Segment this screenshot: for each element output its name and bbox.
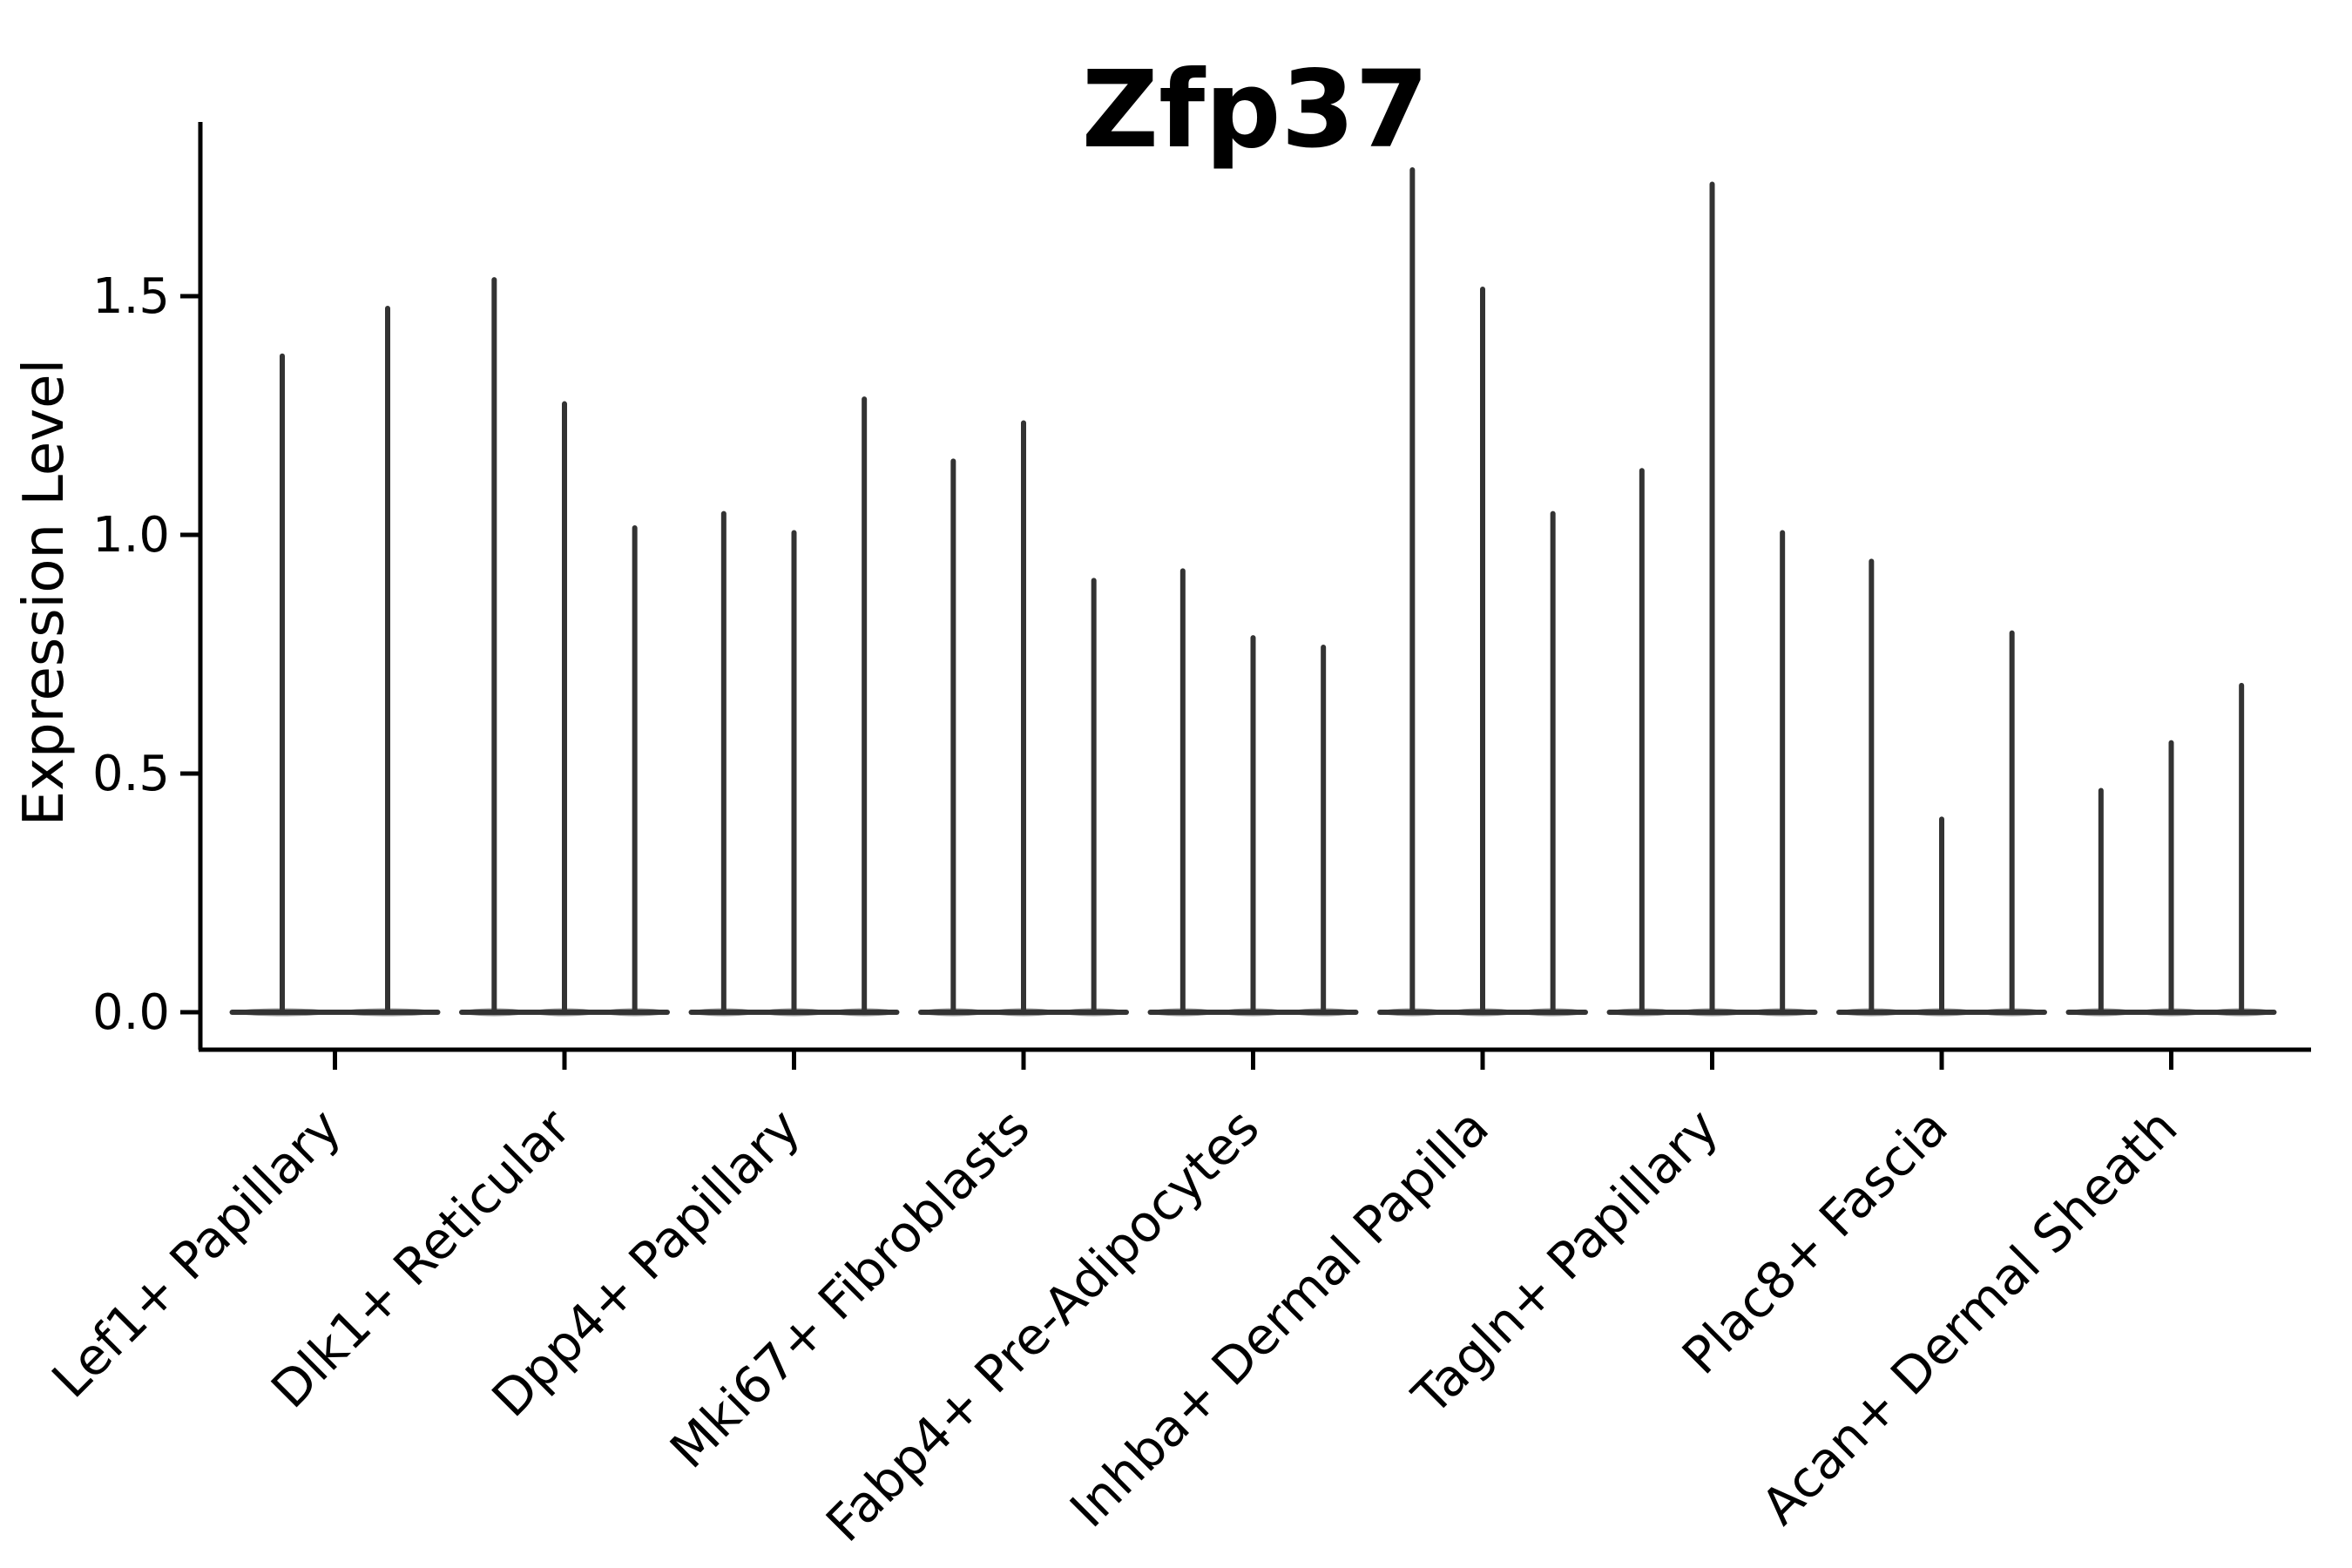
y-tick-label: 0.0 (92, 984, 170, 1041)
x-tick-label: Fabp4+ Pre-Adipocytes (814, 1098, 1270, 1553)
y-tick-label: 1.0 (92, 507, 170, 564)
chart-title: Zfp37 (1082, 48, 1429, 172)
y-tick-label: 1.5 (92, 268, 170, 325)
x-tick-label: Inhba+ Dermal Papilla (1058, 1098, 1500, 1539)
y-axis-label: Expression Level (12, 359, 77, 827)
x-tick-label: Acan+ Dermal Sheath (1750, 1098, 2188, 1536)
y-tick-label: 0.5 (92, 746, 170, 802)
